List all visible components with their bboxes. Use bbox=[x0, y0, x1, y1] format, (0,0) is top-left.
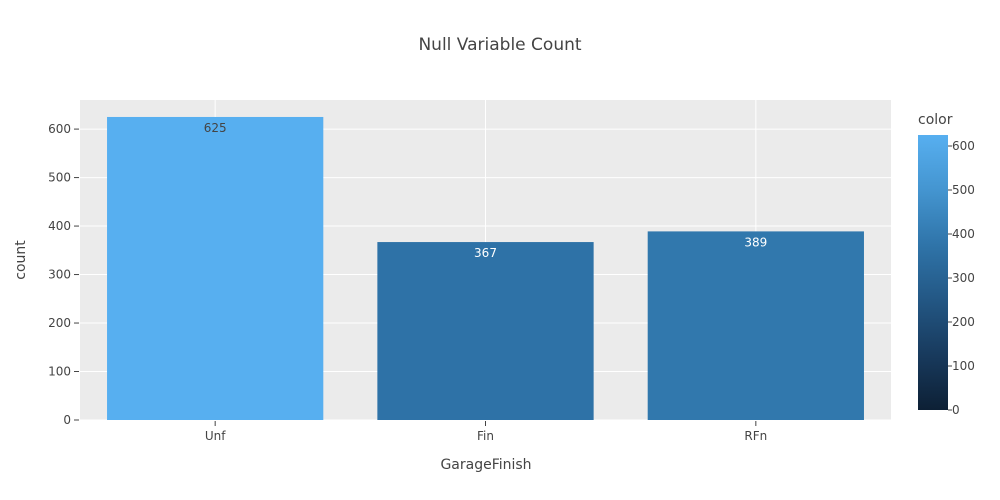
bar-value-label: 389 bbox=[744, 235, 767, 249]
bar-unf[interactable] bbox=[107, 116, 324, 420]
bar-rfn[interactable] bbox=[647, 231, 864, 420]
bar-value-label: 367 bbox=[474, 246, 497, 260]
colorbar-tick-label: 200 bbox=[952, 315, 975, 329]
colorbar-tick-label: 300 bbox=[952, 271, 975, 285]
bar-fin[interactable] bbox=[377, 242, 594, 420]
bar-value-label: 625 bbox=[204, 121, 227, 135]
y-tick-label: 200 bbox=[48, 316, 71, 330]
bars-group: 625 367 389 bbox=[107, 116, 864, 420]
colorbar-tick-labels: 0 100 200 300 400 500 600 bbox=[948, 139, 975, 417]
colorbar-tick-label: 400 bbox=[952, 227, 975, 241]
chart-title: Null Variable Count bbox=[418, 35, 581, 55]
colorbar-scale bbox=[918, 135, 948, 410]
x-axis-tick-labels: Unf Fin RFn bbox=[205, 421, 767, 443]
colorbar-tick-label: 0 bbox=[952, 403, 960, 417]
colorbar-tick-label: 100 bbox=[952, 359, 975, 373]
y-axis-title: count bbox=[13, 240, 29, 280]
x-axis-title: GarageFinish bbox=[440, 457, 531, 473]
y-tick-label: 100 bbox=[48, 365, 71, 379]
y-tick-label: 500 bbox=[48, 171, 71, 185]
x-tick-label: RFn bbox=[744, 429, 767, 443]
colorbar-tick-label: 600 bbox=[952, 139, 975, 153]
y-tick-label: 400 bbox=[48, 219, 71, 233]
colorbar-legend: color 0 100 200 300 400 500 600 bbox=[918, 112, 975, 417]
y-tick-label: 0 bbox=[63, 413, 71, 427]
colorbar-tick-label: 500 bbox=[952, 183, 975, 197]
y-axis-tick-labels: 0 100 200 300 400 500 600 bbox=[48, 122, 79, 427]
y-tick-label: 300 bbox=[48, 268, 71, 282]
x-tick-label: Unf bbox=[205, 429, 226, 443]
colorbar-title: color bbox=[918, 112, 953, 128]
x-tick-label: Fin bbox=[477, 429, 494, 443]
y-tick-label: 600 bbox=[48, 122, 71, 136]
